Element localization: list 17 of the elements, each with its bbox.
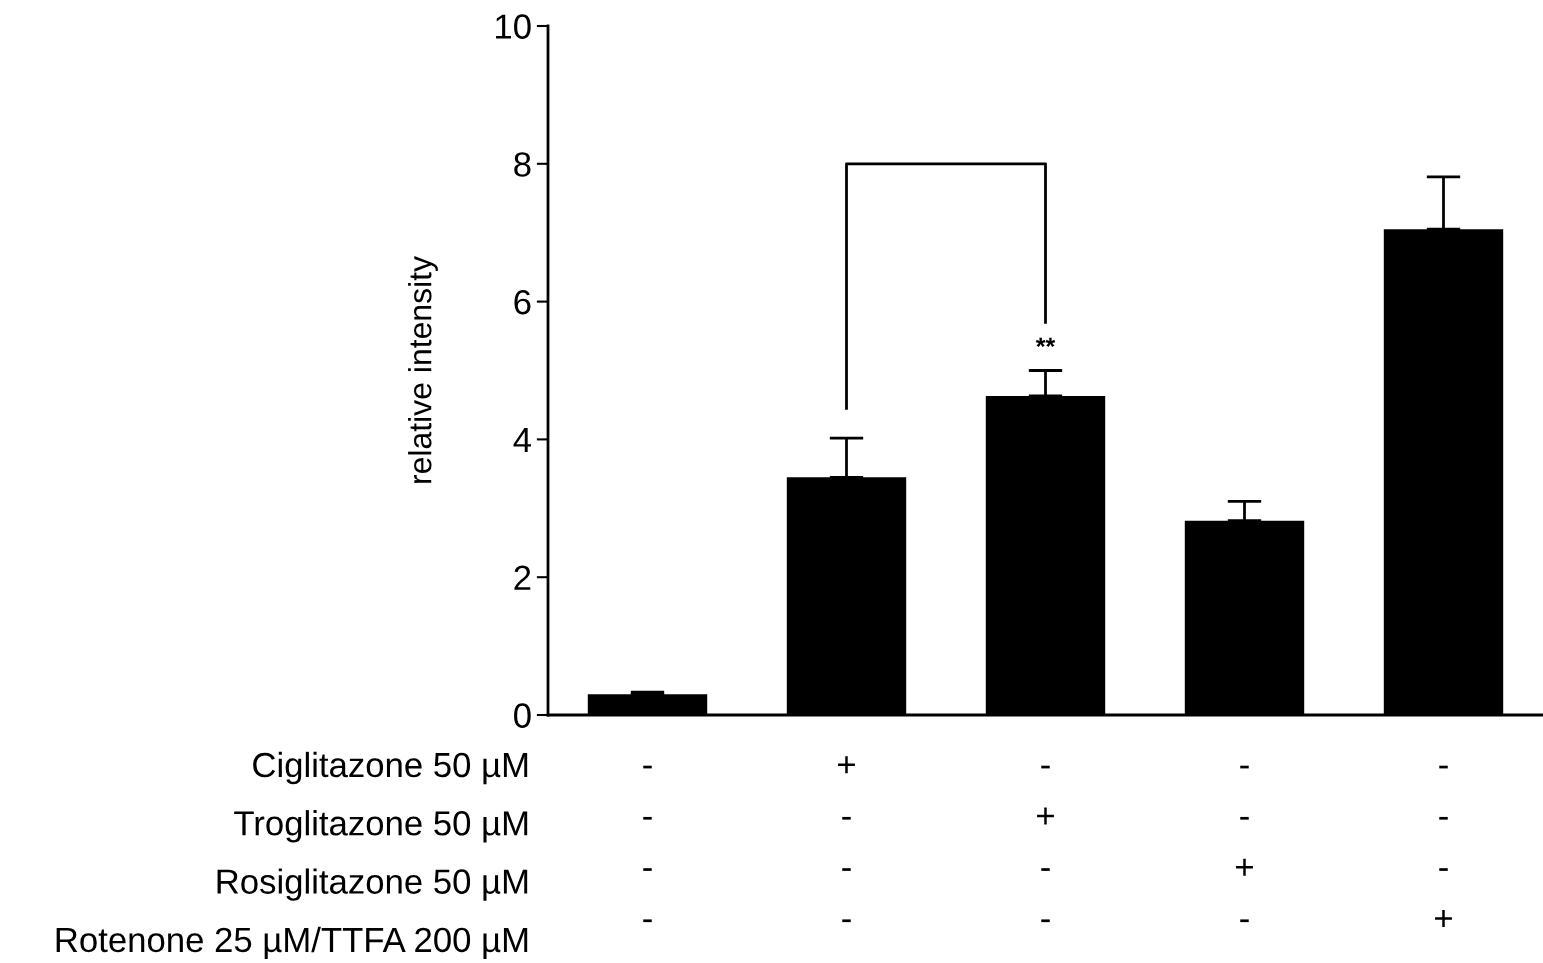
y-tick-label: 2	[514, 565, 531, 590]
category-label: - - - -	[643, 765, 652, 923]
y-tick-label: 8	[514, 152, 531, 177]
text: Troglitazone 50 µM	[234, 810, 528, 843]
y-tick-label: 0	[514, 703, 531, 728]
text: Rosiglitazone 50 µM	[217, 868, 528, 901]
y-axis-title: relative intensity	[408, 256, 438, 483]
category-label: - - - +	[1435, 765, 1452, 927]
y-tick-label: 10	[496, 14, 531, 39]
y-tick-label: 6	[514, 289, 531, 315]
category-label: - - + -	[1236, 765, 1253, 923]
text: Rotenone 25 µM/TTFA 200 µM	[56, 926, 528, 960]
text: Ciglitazone 50 µM	[253, 751, 528, 785]
category-label: - + - -	[1037, 765, 1054, 923]
category-label: + - - -	[838, 756, 855, 923]
annotation: **	[1035, 337, 1056, 348]
y-tick-label: 4	[513, 428, 532, 452]
